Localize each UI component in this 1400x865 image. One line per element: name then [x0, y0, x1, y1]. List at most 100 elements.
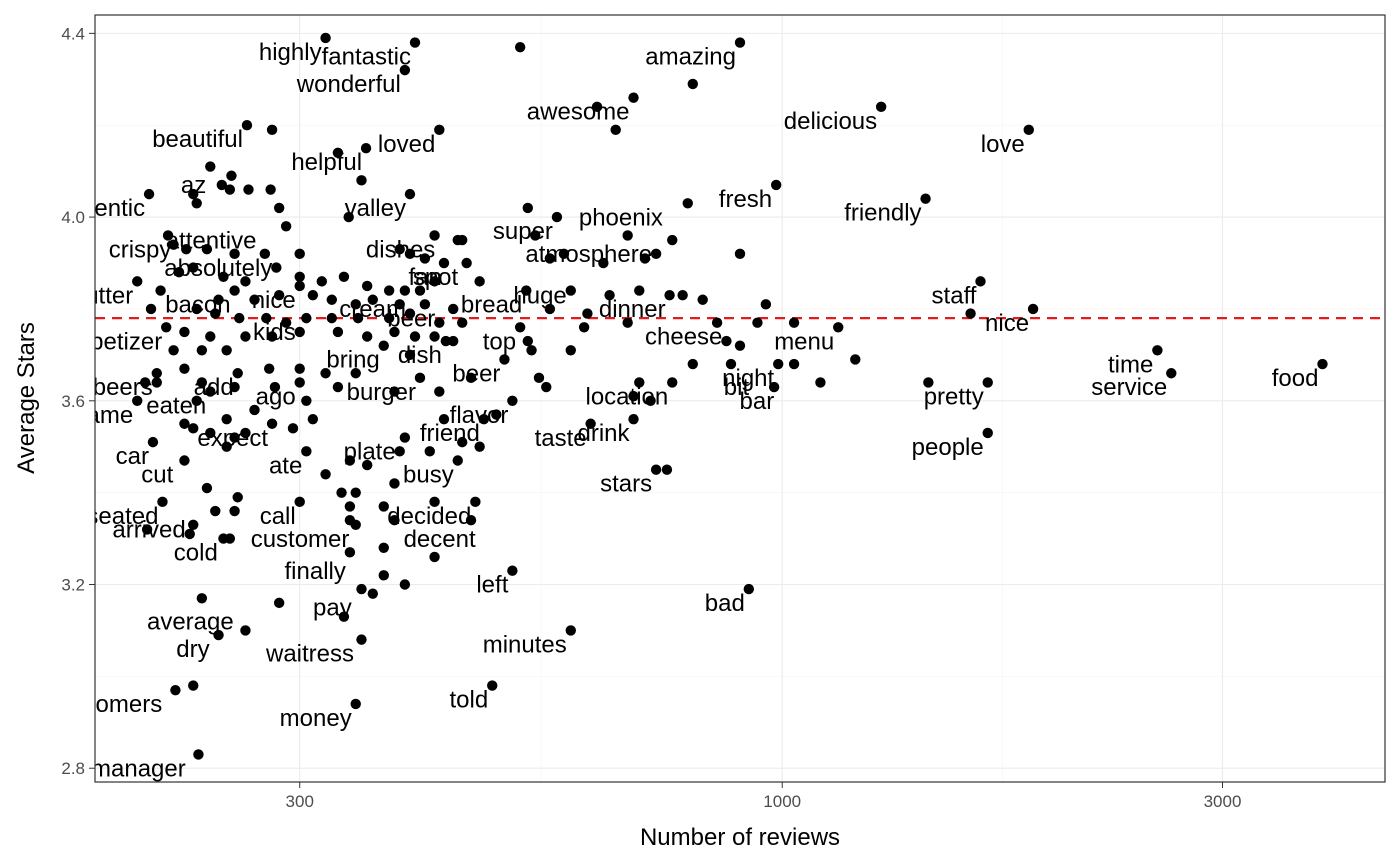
- data-point: [507, 395, 518, 406]
- data-point: [221, 413, 232, 425]
- word-label: highly: [259, 39, 322, 66]
- data-point: [151, 368, 162, 379]
- data-point: [1023, 124, 1034, 136]
- data-point: [201, 482, 213, 494]
- data-point: [229, 285, 240, 296]
- data-point: [434, 386, 445, 397]
- data-point: [604, 289, 615, 301]
- word-label: pretty: [924, 383, 984, 410]
- data-point: [639, 253, 651, 264]
- data-point: [677, 289, 688, 301]
- word-label: pay: [313, 595, 352, 622]
- data-point: [565, 285, 576, 296]
- data-point: [287, 423, 299, 434]
- y-axis-title: Average Stars: [13, 322, 40, 474]
- data-point: [667, 234, 678, 246]
- word-label: helpful: [291, 149, 362, 176]
- word-label: bacon: [165, 292, 230, 319]
- data-point: [221, 345, 232, 356]
- data-point: [424, 446, 435, 457]
- word-label: call: [260, 503, 296, 530]
- data-point: [526, 345, 537, 356]
- data-point: [833, 322, 844, 333]
- data-point: [743, 583, 755, 595]
- data-point: [271, 262, 282, 273]
- data-point: [269, 381, 281, 393]
- data-point: [273, 202, 285, 214]
- word-label: menu: [774, 328, 834, 355]
- word-label: atmosphere: [525, 241, 652, 268]
- data-point: [361, 331, 373, 342]
- data-point: [249, 404, 260, 416]
- data-point: [664, 289, 675, 301]
- word-label: attentive: [166, 227, 257, 254]
- data-point: [414, 372, 426, 384]
- word-label: location: [586, 383, 669, 410]
- data-point: [404, 188, 416, 200]
- word-label: beautiful: [152, 126, 243, 153]
- data-point: [378, 570, 389, 581]
- data-point: [404, 308, 416, 319]
- data-point: [301, 312, 312, 324]
- data-point: [132, 276, 143, 287]
- data-point: [414, 285, 426, 296]
- data-point: [558, 248, 570, 260]
- data-point: [622, 317, 633, 328]
- data-point: [982, 377, 993, 388]
- data-point: [294, 326, 305, 338]
- data-point: [141, 524, 153, 535]
- data-point: [429, 276, 440, 287]
- data-point: [273, 597, 285, 609]
- data-point: [507, 565, 518, 576]
- data-point: [179, 418, 190, 429]
- data-point: [734, 248, 746, 260]
- data-point: [188, 188, 199, 200]
- data-point: [240, 625, 251, 636]
- data-point: [273, 289, 285, 301]
- data-point: [923, 377, 934, 388]
- word-label: decent: [404, 526, 476, 553]
- data-point: [514, 41, 526, 53]
- data-point: [628, 391, 639, 402]
- word-label: crispy: [109, 236, 172, 263]
- data-point: [294, 496, 305, 508]
- word-label: phoenix: [579, 204, 663, 231]
- data-point: [491, 409, 502, 420]
- data-point: [429, 331, 440, 342]
- data-point: [394, 446, 405, 457]
- data-point: [533, 372, 545, 384]
- data-point: [196, 377, 208, 388]
- data-point: [389, 386, 400, 397]
- data-point: [344, 501, 356, 512]
- data-point: [544, 253, 556, 264]
- data-point: [514, 322, 526, 333]
- word-label: dinner: [599, 296, 666, 323]
- word-label: seated: [86, 503, 158, 530]
- data-point: [343, 211, 354, 223]
- word-label: loved: [378, 131, 435, 158]
- data-point: [429, 496, 440, 508]
- data-point: [634, 377, 645, 388]
- data-point: [1317, 358, 1328, 370]
- word-label: fantastic: [322, 44, 411, 71]
- data-point: [598, 257, 609, 269]
- data-point: [770, 179, 782, 191]
- data-point: [170, 684, 181, 696]
- data-point: [399, 285, 411, 296]
- data-point: [232, 368, 243, 379]
- data-point: [920, 193, 931, 204]
- word-label: kids: [253, 319, 296, 346]
- data-point: [628, 413, 639, 425]
- word-label: awesome: [527, 99, 630, 126]
- word-label: beer: [387, 305, 435, 332]
- data-point: [338, 611, 350, 622]
- data-point: [389, 326, 400, 338]
- data-point: [399, 432, 411, 443]
- word-label: absolutely: [164, 255, 272, 282]
- word-label: appetizer: [63, 328, 162, 355]
- data-point: [320, 32, 331, 44]
- data-point: [499, 354, 510, 365]
- data-point: [191, 395, 202, 406]
- data-point: [394, 299, 405, 310]
